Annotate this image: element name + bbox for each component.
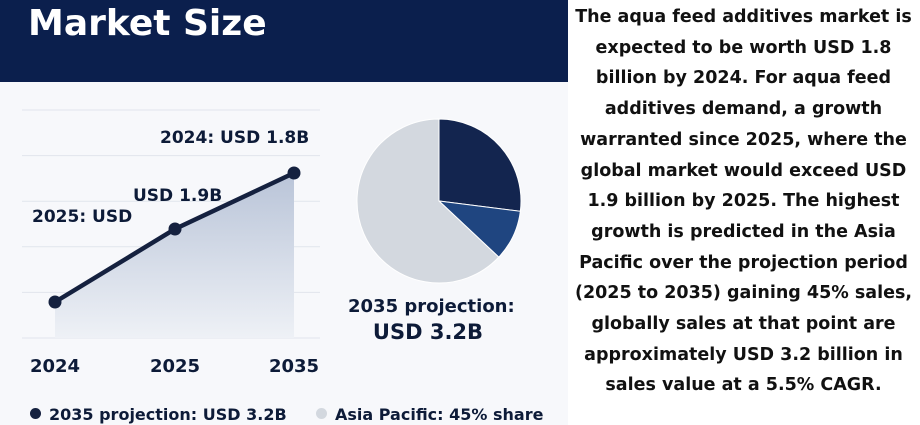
legend-item-asia-pacific: Asia Pacific: 45% share (316, 404, 543, 425)
title-banner: Market Size (0, 0, 568, 82)
legend-label-asia-pacific: Asia Pacific: 45% share (335, 405, 544, 424)
legend-swatch-asia-pacific (316, 408, 327, 419)
pie-slice-3 (356, 118, 500, 284)
series-area (55, 173, 294, 338)
annotation-2024: 2024: USD 1.8B (160, 128, 310, 148)
annotation-usd-1-9b: USD 1.9B (133, 186, 223, 206)
x-tick-label-2025: 2025 (150, 356, 200, 377)
data-point-2024 (48, 295, 62, 309)
page-title: Market Size (28, 3, 267, 44)
x-tick-label-2024: 2024 (30, 356, 80, 377)
annotation-2025: 2025: USD (32, 207, 133, 227)
pie-caption-value: USD 3.2B (372, 320, 484, 344)
data-point-2035 (287, 166, 301, 180)
x-tick-label-2035: 2035 (269, 356, 319, 377)
legend-item-projection: 2035 projection: USD 3.2B (30, 404, 287, 425)
pie-slice-1 (438, 118, 522, 212)
description-text: The aqua feed additives market is expect… (574, 7, 913, 396)
legend-swatch-projection (30, 408, 41, 419)
data-point-2025 (168, 222, 182, 236)
chart-area: 2024 2025 2035 (22, 109, 522, 377)
pie-caption-label: 2035 projection: (348, 296, 515, 317)
legend-label-projection: 2035 projection: USD 3.2B (49, 405, 287, 424)
